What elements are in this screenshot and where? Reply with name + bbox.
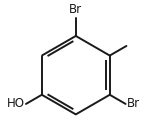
Text: HO: HO [7, 97, 25, 110]
Text: Br: Br [69, 3, 82, 16]
Text: Br: Br [127, 97, 140, 110]
